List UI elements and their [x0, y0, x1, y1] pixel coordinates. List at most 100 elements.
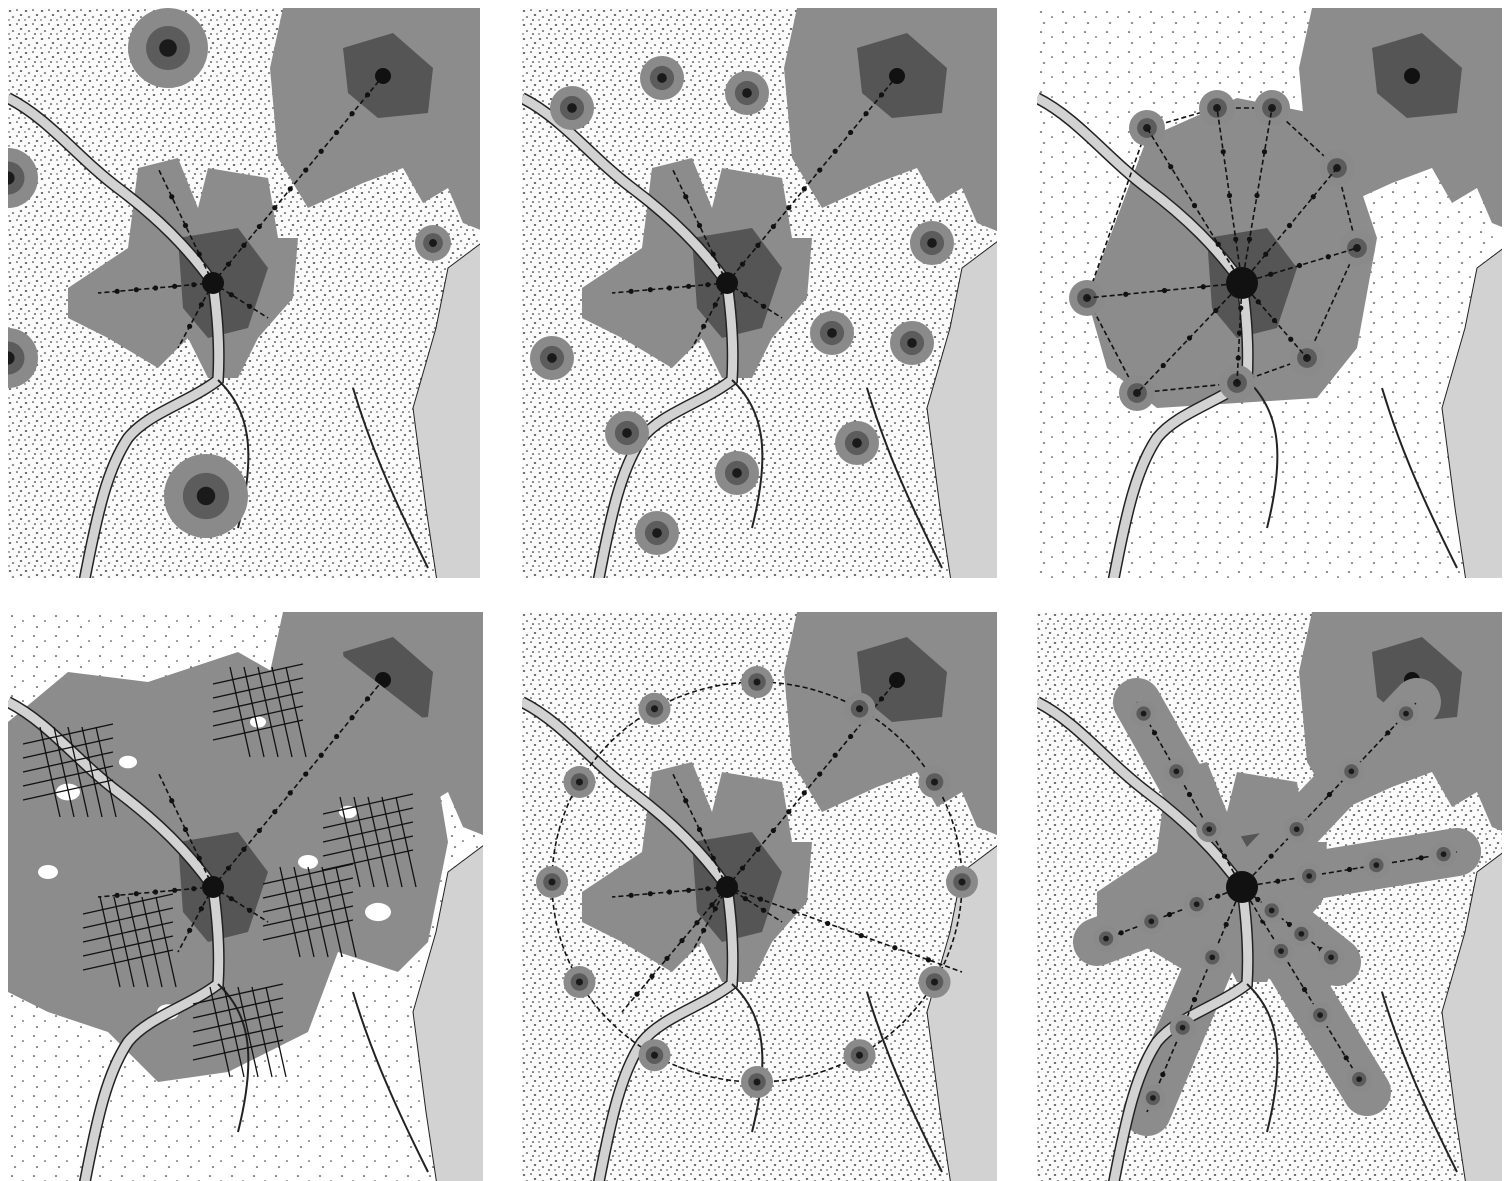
satellite-core	[1194, 901, 1200, 907]
satellite-core	[1403, 711, 1409, 717]
station	[187, 928, 192, 933]
station	[743, 292, 748, 297]
station	[115, 893, 120, 898]
station	[802, 186, 807, 191]
station	[241, 847, 246, 852]
satellite-core	[1356, 1076, 1362, 1082]
satellite-core	[827, 328, 837, 338]
station	[226, 262, 231, 267]
satellite-core	[732, 468, 742, 478]
satellite-core	[1149, 919, 1155, 925]
station	[1161, 363, 1166, 368]
satellite-core	[1180, 1025, 1186, 1031]
station	[863, 111, 868, 116]
station	[740, 262, 745, 267]
station	[667, 889, 672, 894]
map-panel	[1037, 8, 1504, 588]
station	[771, 828, 776, 833]
station	[926, 957, 931, 962]
station	[679, 938, 684, 943]
station	[833, 149, 838, 154]
station	[197, 252, 202, 257]
station	[755, 847, 760, 852]
station	[334, 734, 339, 739]
city-center	[202, 876, 224, 898]
station	[697, 827, 702, 832]
station	[365, 696, 370, 701]
map-panel	[0, 8, 488, 588]
open-space	[119, 756, 137, 769]
station	[1419, 855, 1424, 860]
station	[303, 771, 308, 776]
station	[1222, 854, 1227, 859]
station	[1262, 149, 1267, 154]
station	[683, 798, 688, 803]
station	[257, 224, 262, 229]
station	[169, 798, 174, 803]
station	[833, 753, 838, 758]
station	[697, 223, 702, 228]
station	[1162, 288, 1167, 293]
station	[288, 186, 293, 191]
map-sheet	[0, 0, 1504, 1181]
station	[1263, 252, 1268, 257]
open-space	[365, 903, 391, 921]
station	[199, 906, 204, 911]
station	[1247, 237, 1252, 242]
satellite-core	[1349, 769, 1355, 775]
satellite-core	[1209, 954, 1215, 960]
city-center	[1226, 267, 1258, 299]
station	[1326, 254, 1331, 259]
satellite-core	[657, 73, 667, 83]
station	[694, 920, 699, 925]
map-panel	[522, 8, 1002, 588]
station	[1256, 299, 1261, 304]
station	[134, 287, 139, 292]
station	[257, 828, 262, 833]
map-panel	[8, 612, 488, 1181]
station	[191, 886, 196, 891]
station	[817, 771, 822, 776]
station	[1268, 272, 1273, 277]
station	[825, 921, 830, 926]
station	[701, 324, 706, 329]
station	[1327, 792, 1332, 797]
satellite-core	[856, 1052, 863, 1059]
station	[1238, 305, 1243, 310]
station	[758, 897, 763, 902]
station	[848, 734, 853, 739]
station	[199, 302, 204, 307]
station	[786, 205, 791, 210]
satellite-core	[1294, 826, 1300, 832]
station	[1160, 1072, 1165, 1077]
station	[319, 149, 324, 154]
open-space	[250, 716, 266, 727]
station	[191, 282, 196, 287]
satellite-core	[1299, 931, 1305, 937]
satellite-core	[652, 528, 662, 538]
station	[1221, 149, 1226, 154]
satellite-core	[622, 428, 632, 438]
satellite-core	[1317, 1012, 1323, 1018]
station	[740, 866, 745, 871]
satellite-core	[1306, 873, 1312, 879]
open-space	[38, 865, 58, 879]
satellite-core	[548, 878, 555, 885]
station	[247, 908, 252, 913]
satellite-core	[753, 1078, 760, 1085]
station	[771, 224, 776, 229]
station	[319, 753, 324, 758]
satellite-core	[429, 239, 437, 247]
station	[667, 285, 672, 290]
satellite-core	[742, 88, 752, 98]
satellite-core	[1441, 851, 1447, 857]
station	[1167, 912, 1172, 917]
station	[817, 167, 822, 172]
open-space	[298, 855, 318, 869]
station	[1236, 355, 1241, 360]
station	[892, 945, 897, 950]
satellite-core	[852, 438, 862, 448]
station	[859, 933, 864, 938]
satellite-core	[958, 878, 965, 885]
station	[802, 790, 807, 795]
